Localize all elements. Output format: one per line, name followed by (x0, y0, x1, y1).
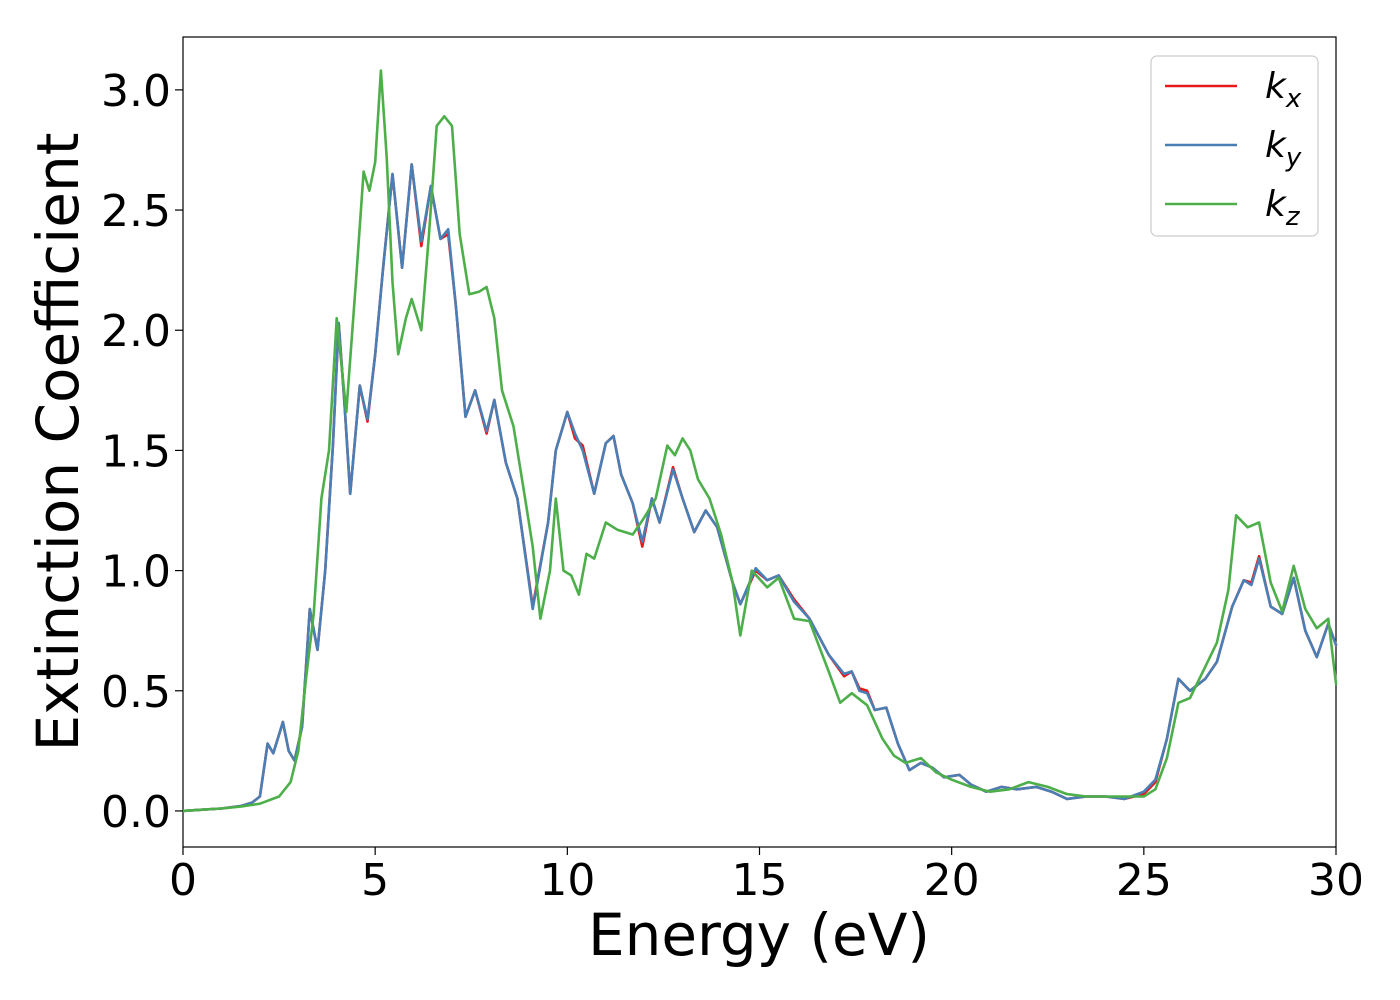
y-tick-label: 3.0 (101, 66, 171, 117)
y-tick-label: 0.0 (101, 787, 171, 838)
x-tick-label: 20 (924, 855, 980, 906)
y-tick-label: 1.0 (101, 547, 171, 598)
legend: kx ky kz (1150, 55, 1319, 237)
series-line-y (181, 163, 1338, 813)
legend-label-x: kx (1265, 66, 1302, 114)
y-tick-label: 1.5 (101, 426, 171, 477)
x-tick-label: 25 (1116, 855, 1172, 906)
x-axis: 0 5 10 15 20 25 30 (169, 847, 1364, 906)
y-tick-label: 2.5 (101, 186, 171, 237)
y-axis-title: Extinction Coefficient (24, 133, 92, 752)
series-line-z (181, 69, 1338, 813)
y-tick-label: 2.0 (101, 306, 171, 357)
series-line-x (181, 163, 1338, 813)
x-tick-label: 10 (539, 855, 595, 906)
x-tick-label: 15 (732, 855, 788, 906)
legend-label-z: kz (1265, 184, 1301, 232)
y-tick-label: 0.5 (101, 667, 171, 718)
legend-label-y: ky (1265, 125, 1302, 173)
x-tick-label: 0 (169, 855, 197, 906)
series-layer (181, 69, 1338, 813)
x-axis-title: Energy (eV) (588, 901, 930, 969)
x-tick-label: 30 (1308, 855, 1364, 906)
y-axis: 0.0 0.5 1.0 1.5 2.0 2.5 3.0 (101, 66, 183, 838)
x-tick-label: 5 (361, 855, 389, 906)
